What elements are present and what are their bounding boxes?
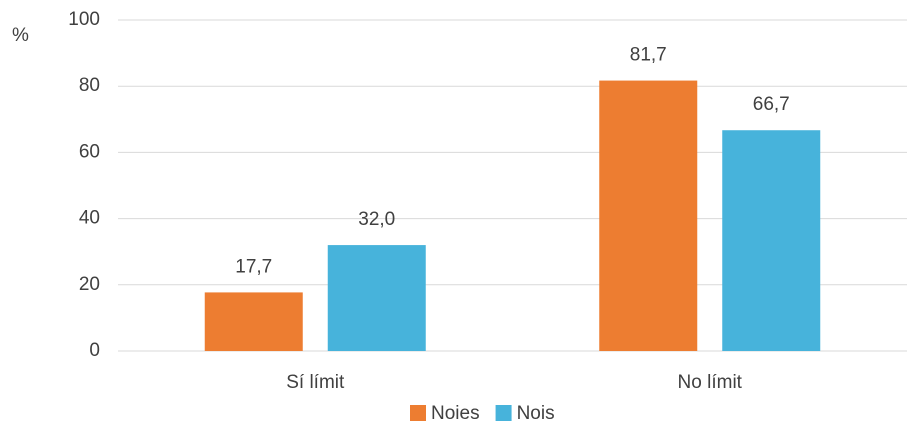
y-tick-label: 0: [89, 340, 100, 361]
legend-swatch: [495, 405, 512, 421]
legend-label: Noies: [431, 403, 480, 424]
data-label: 17,7: [235, 256, 272, 277]
bar: [327, 245, 426, 351]
y-tick-label: 20: [79, 274, 100, 295]
x-tick-label: Sí límit: [286, 372, 345, 393]
y-tick-label: 80: [79, 75, 100, 96]
y-tick-label: 100: [68, 9, 100, 30]
bar: [204, 292, 303, 351]
x-tick-label: No límit: [678, 372, 743, 393]
legend-label: Nois: [517, 403, 555, 424]
data-label: 66,7: [753, 94, 790, 115]
y-axis-label: %: [12, 25, 29, 46]
bar: [599, 80, 698, 351]
bar: [722, 130, 821, 351]
legend-swatch: [410, 405, 426, 421]
y-tick-label: 40: [79, 208, 100, 229]
data-label: 81,7: [630, 45, 667, 66]
data-label: 32,0: [358, 209, 395, 230]
y-tick-label: 60: [79, 141, 100, 162]
